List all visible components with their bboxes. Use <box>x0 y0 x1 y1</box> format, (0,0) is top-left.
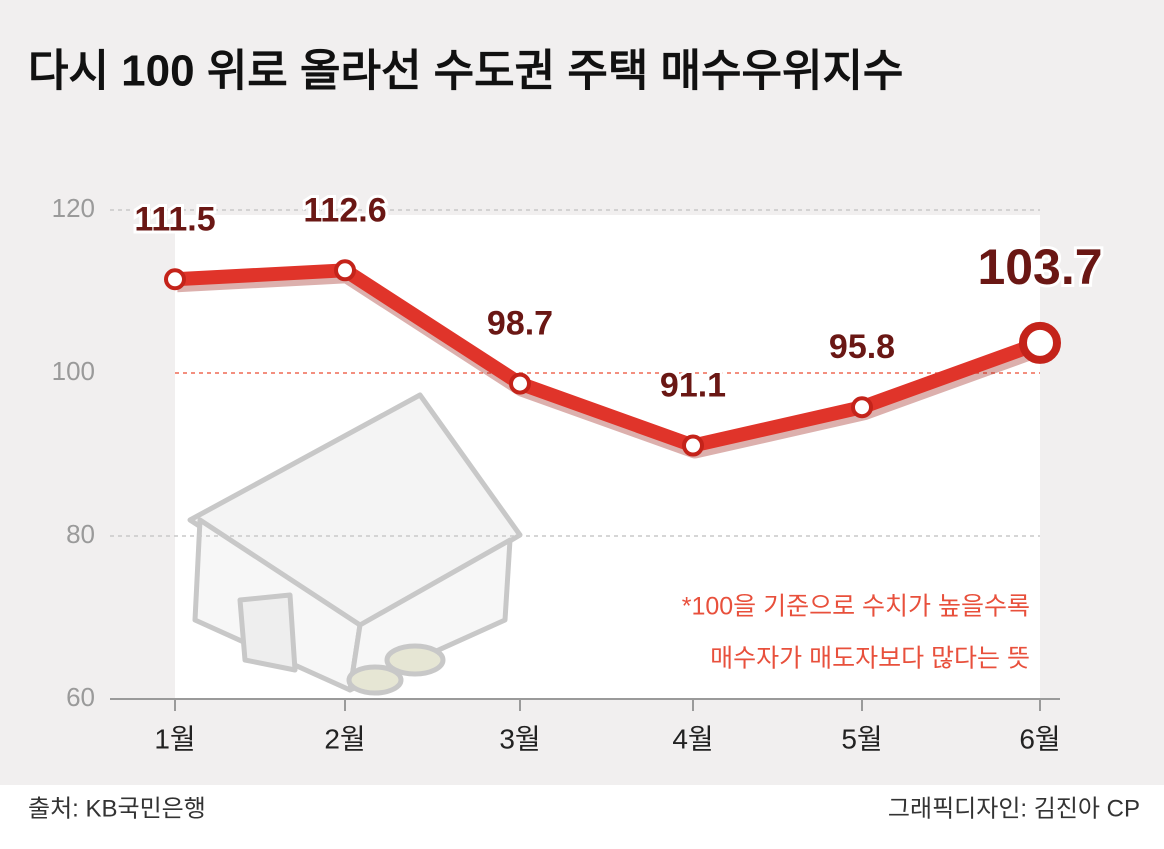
x-tick-label: 3월 <box>499 723 540 754</box>
data-line <box>168 263 1047 453</box>
y-tick-label: 60 <box>66 682 95 712</box>
annotation: *100을 기준으로 수치가 높을수록 <box>682 593 1030 621</box>
x-tick-label: 2월 <box>324 723 365 754</box>
data-label: 112.6 <box>303 191 386 229</box>
house-illustration <box>187 392 523 696</box>
data-point <box>682 434 704 457</box>
x-tick-label: 4월 <box>672 723 713 754</box>
data-label: 95.8 <box>829 328 895 366</box>
data-point <box>164 268 186 291</box>
x-tick-label: 6월 <box>1019 723 1060 754</box>
source: 출처: KB국민은행 <box>28 795 206 822</box>
chart-title: 다시 100 위로 올라선 수도권 주택 매수우위지수 <box>28 47 903 96</box>
data-label: 111.5 <box>134 200 215 238</box>
data-point <box>851 396 873 419</box>
footer-background <box>0 785 1164 844</box>
credit: 그래픽디자인: 김진아 CP <box>888 795 1140 822</box>
y-tick-label: 80 <box>66 519 95 549</box>
y-tick-label: 120 <box>52 193 95 223</box>
data-label: 91.1 <box>660 367 726 405</box>
data-point <box>509 372 531 395</box>
x-tick-label: 5월 <box>841 723 882 754</box>
data-point <box>1019 321 1061 364</box>
data-point <box>334 259 356 282</box>
annotation: 매수자가 매도자보다 많다는 뜻 <box>710 645 1030 673</box>
data-label: 103.7 <box>977 239 1102 295</box>
y-tick-label: 100 <box>52 356 95 386</box>
data-label: 98.7 <box>487 305 553 343</box>
x-tick-label: 1월 <box>154 723 195 754</box>
